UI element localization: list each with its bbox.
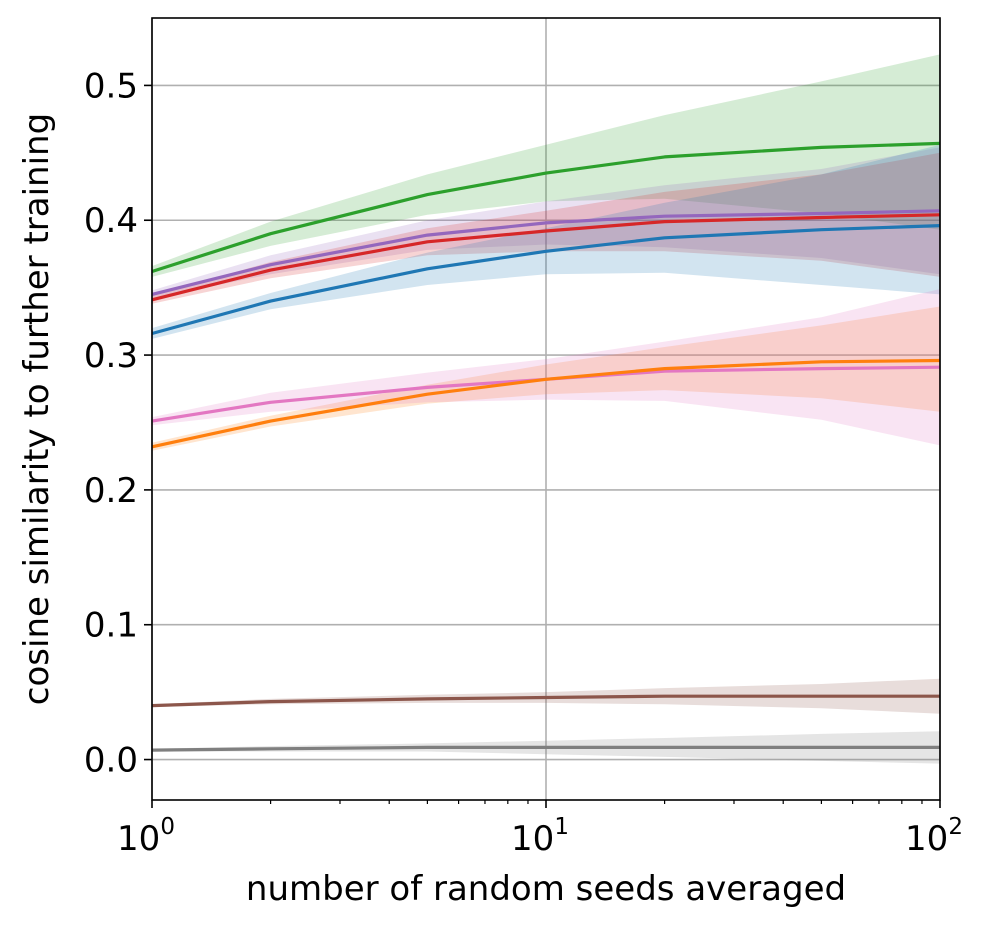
y-axis-label: cosine similarity to further training bbox=[17, 113, 57, 705]
line-orange bbox=[151, 358, 941, 449]
x-tick-label: 102 bbox=[905, 814, 963, 859]
y-tick-label: 0.4 bbox=[84, 201, 138, 241]
band-blue bbox=[152, 144, 940, 339]
axis-ticks bbox=[144, 84, 941, 808]
series-lines bbox=[151, 141, 941, 752]
x-tick-labels: 100 101 102 bbox=[117, 814, 963, 859]
y-tick-label: 0.0 bbox=[84, 741, 138, 781]
line-blue bbox=[151, 224, 941, 336]
line-green bbox=[151, 141, 941, 274]
band-green bbox=[152, 54, 940, 277]
band-red bbox=[152, 152, 940, 304]
line-brown bbox=[151, 694, 940, 708]
line-gray bbox=[151, 745, 940, 752]
x-axis-label: number of random seeds averaged bbox=[246, 869, 846, 909]
y-tick-labels: 0.0 0.1 0.2 0.3 0.4 0.5 bbox=[84, 66, 138, 780]
y-tick-label: 0.5 bbox=[84, 66, 138, 106]
y-tick-label: 0.2 bbox=[84, 471, 138, 511]
y-tick-label: 0.3 bbox=[84, 336, 138, 376]
x-tick-label: 101 bbox=[511, 814, 569, 859]
line-purple bbox=[151, 209, 941, 296]
line-red bbox=[151, 213, 941, 302]
y-tick-label: 0.1 bbox=[84, 606, 138, 646]
x-tick-label: 100 bbox=[117, 814, 175, 859]
